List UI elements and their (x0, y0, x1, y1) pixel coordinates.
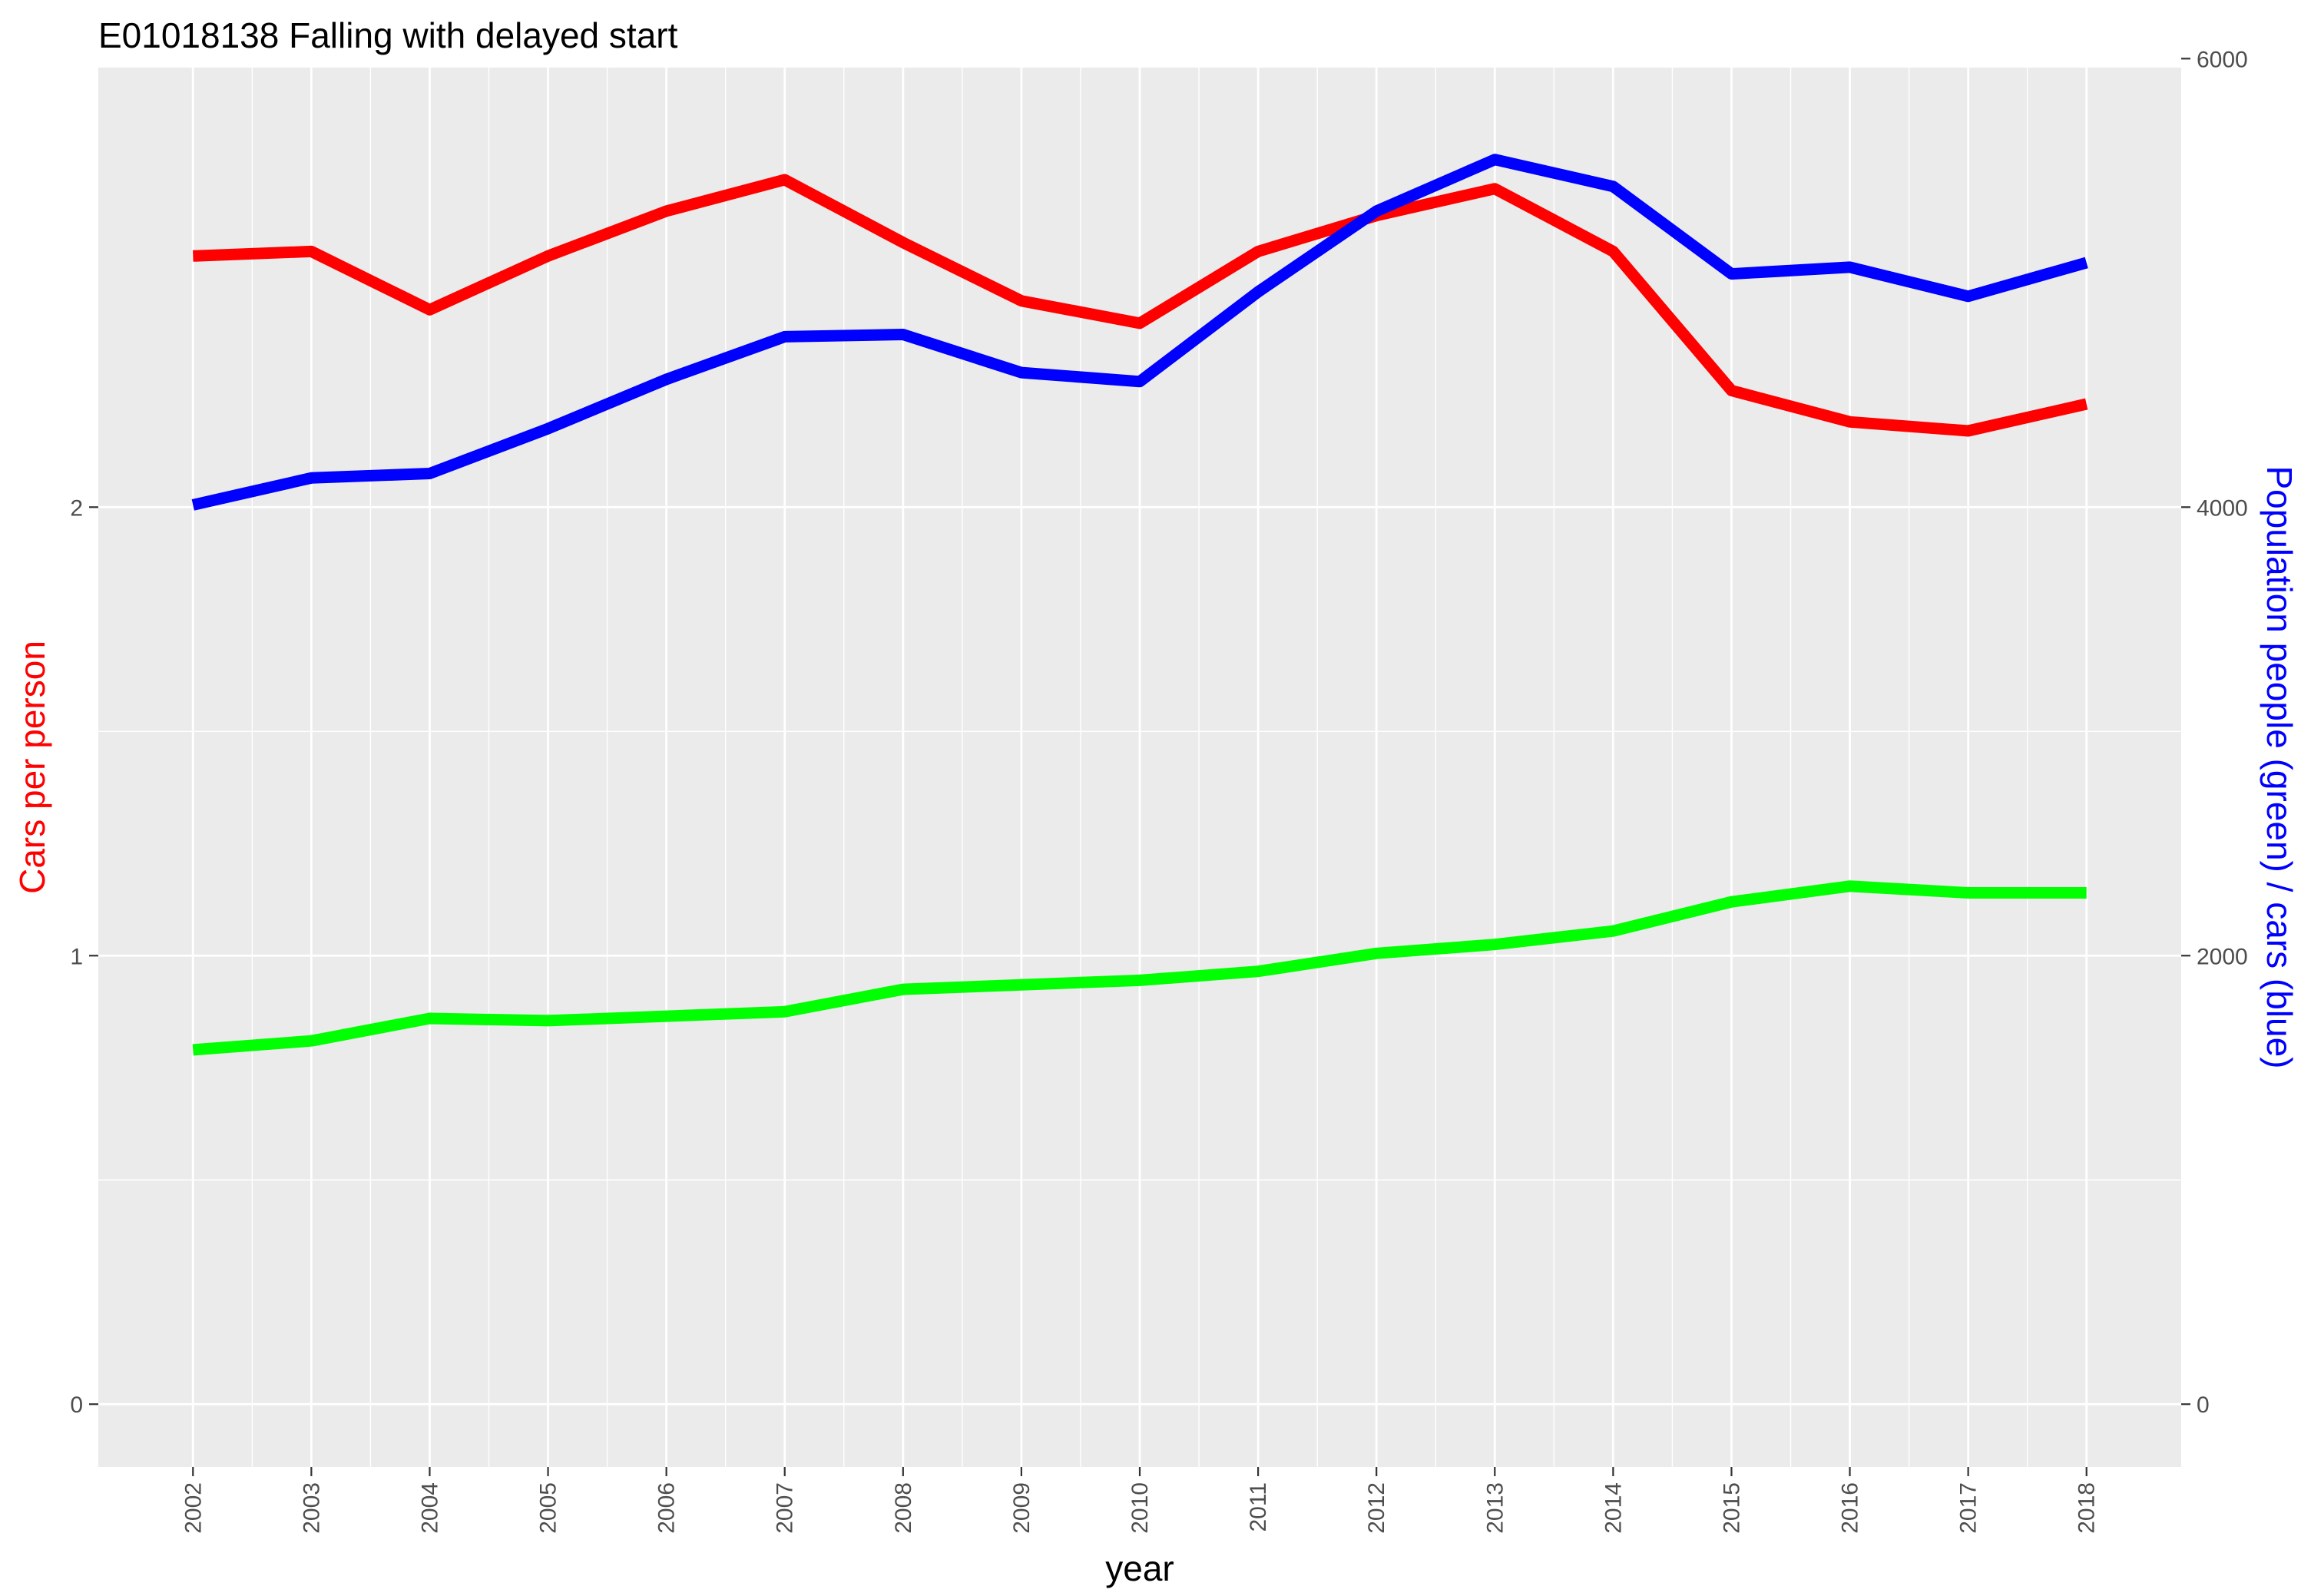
left-tick-label: 0 (70, 1392, 83, 1418)
x-tick-label: 2006 (654, 1482, 680, 1534)
x-tick-label: 2010 (1127, 1482, 1153, 1534)
left-tick-label: 1 (70, 944, 83, 969)
left-y-axis-title: Cars per person (12, 641, 52, 894)
x-axis-title: year (1105, 1548, 1174, 1588)
right-tick-label: 6000 (2197, 47, 2248, 72)
x-tick-label: 2007 (773, 1482, 798, 1534)
x-tick-label: 2017 (1956, 1482, 1982, 1534)
right-y-axis-title: Population people (green) / cars (blue) (2260, 465, 2299, 1068)
right-y-axis: 0 2000 4000 6000 (2181, 47, 2248, 1418)
left-tick-label: 2 (70, 495, 83, 521)
x-tick-label: 2015 (1719, 1482, 1744, 1534)
right-tick-label: 2000 (2197, 944, 2248, 969)
x-tick-label: 2005 (536, 1482, 561, 1534)
right-tick-label: 0 (2197, 1392, 2210, 1418)
x-tick-label: 2004 (417, 1482, 442, 1534)
series-line-0000ff (191, 154, 2088, 511)
x-tick-label: 2012 (1364, 1482, 1389, 1534)
x-tick-label: 2018 (2074, 1482, 2100, 1534)
left-y-axis: 0 1 2 (70, 495, 98, 1418)
x-tick-label: 2011 (1246, 1482, 1271, 1532)
x-tick-label: 2002 (180, 1482, 206, 1534)
x-tick-label: 2009 (1009, 1482, 1035, 1534)
x-tick-label: 2014 (1601, 1482, 1626, 1534)
minor-gridlines (98, 68, 2181, 1467)
chart-title: E01018138 Falling with delayed start (98, 15, 678, 55)
right-tick-label: 4000 (2197, 495, 2248, 521)
x-axis: 2002 2003 2004 2005 2006 2007 2008 2009 2010 2011… (180, 1467, 2100, 1534)
x-tick-label: 2016 (1838, 1482, 1863, 1534)
major-gridlines (98, 68, 2181, 1467)
x-tick-label: 2013 (1482, 1482, 1508, 1534)
series-line-00ff00 (192, 880, 2087, 1056)
x-tick-label: 2008 (891, 1482, 916, 1534)
series-layer (191, 154, 2088, 1056)
series-line-ff0000 (193, 174, 2088, 437)
x-tick-label: 2003 (299, 1482, 324, 1534)
